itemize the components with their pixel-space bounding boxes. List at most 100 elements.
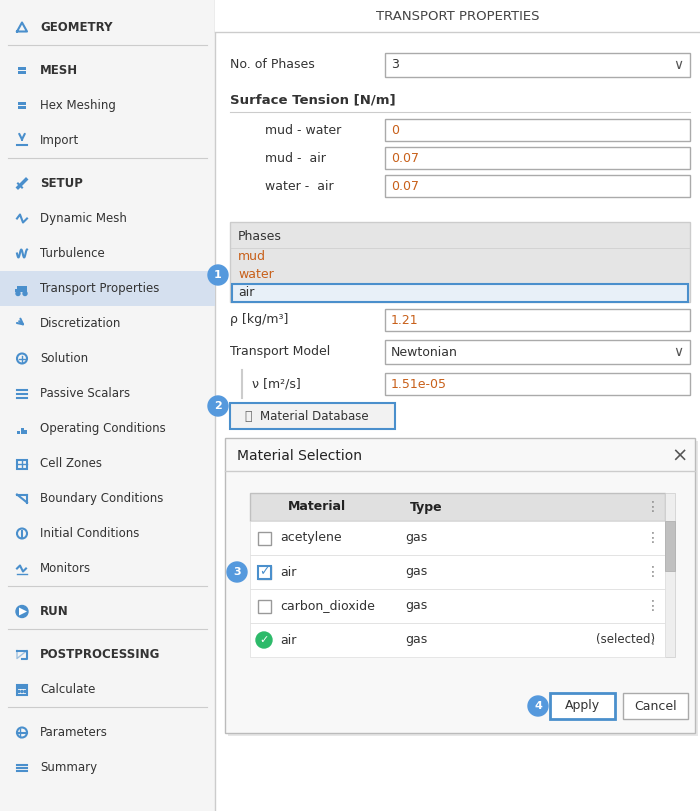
Text: Boundary Conditions: Boundary Conditions xyxy=(40,492,163,505)
Text: ✓: ✓ xyxy=(259,565,270,578)
Text: ⛹: ⛹ xyxy=(244,410,252,423)
Bar xyxy=(258,565,270,578)
Text: MESH: MESH xyxy=(40,64,78,77)
Text: mud: mud xyxy=(238,251,266,264)
Bar xyxy=(230,222,690,302)
Bar xyxy=(385,147,690,169)
Text: RUN: RUN xyxy=(40,605,69,618)
Text: SETUP: SETUP xyxy=(40,177,83,190)
Bar xyxy=(18,105,22,109)
Bar xyxy=(258,565,270,578)
Text: ⋮: ⋮ xyxy=(646,531,660,545)
Bar xyxy=(22,67,25,70)
Text: Operating Conditions: Operating Conditions xyxy=(40,422,166,435)
Text: 4: 4 xyxy=(534,701,542,711)
Bar xyxy=(0,271,215,306)
Text: acetylene: acetylene xyxy=(280,531,342,544)
Text: air: air xyxy=(280,633,296,646)
Text: gas: gas xyxy=(405,531,427,544)
Bar xyxy=(22,105,25,109)
Text: gas: gas xyxy=(405,599,427,612)
Text: Cancel: Cancel xyxy=(634,700,677,713)
Bar xyxy=(665,521,675,571)
Text: ×: × xyxy=(672,447,688,466)
Text: ∨: ∨ xyxy=(673,345,683,359)
Bar xyxy=(230,403,395,429)
Polygon shape xyxy=(19,607,27,616)
Bar xyxy=(18,67,22,70)
Bar xyxy=(250,623,665,657)
Bar xyxy=(250,555,665,589)
Bar xyxy=(665,493,675,657)
Text: Apply: Apply xyxy=(565,700,600,713)
Bar xyxy=(22,101,25,105)
Bar xyxy=(24,430,27,434)
Bar xyxy=(258,531,270,544)
Text: TRANSPORT PROPERTIES: TRANSPORT PROPERTIES xyxy=(376,10,539,23)
Bar xyxy=(15,289,20,291)
Text: 1: 1 xyxy=(214,270,222,280)
Text: Calculate: Calculate xyxy=(40,683,95,696)
Text: Discretization: Discretization xyxy=(40,317,121,330)
Circle shape xyxy=(21,690,23,693)
Bar xyxy=(17,684,27,694)
Text: 1.21: 1.21 xyxy=(391,314,419,327)
Text: ⋮: ⋮ xyxy=(646,565,660,579)
Bar xyxy=(250,589,665,623)
Text: air: air xyxy=(280,565,296,578)
Text: 0.07: 0.07 xyxy=(391,152,419,165)
Text: gas: gas xyxy=(405,565,427,578)
Text: Transport Model: Transport Model xyxy=(230,345,330,358)
Text: carbon_dioxide: carbon_dioxide xyxy=(280,599,375,612)
Text: Surface Tension [N/m]: Surface Tension [N/m] xyxy=(230,93,396,106)
Text: Material: Material xyxy=(288,500,346,513)
Text: Material Selection: Material Selection xyxy=(237,449,362,463)
Circle shape xyxy=(23,291,27,295)
Bar xyxy=(18,71,22,74)
Text: Material Database: Material Database xyxy=(260,410,369,423)
Circle shape xyxy=(227,562,247,582)
Bar xyxy=(0,0,215,811)
Text: ⋮: ⋮ xyxy=(646,500,660,514)
Text: 1.51e-05: 1.51e-05 xyxy=(391,377,447,391)
Bar xyxy=(18,685,26,689)
Bar xyxy=(258,599,270,612)
Text: (selected): (selected) xyxy=(596,633,655,646)
Text: GEOMETRY: GEOMETRY xyxy=(40,21,113,34)
Circle shape xyxy=(208,265,228,285)
Text: ✓: ✓ xyxy=(259,635,269,645)
Text: No. of Phases: No. of Phases xyxy=(230,58,315,71)
Circle shape xyxy=(24,690,26,693)
Circle shape xyxy=(16,291,20,295)
Circle shape xyxy=(16,606,28,617)
Text: POSTPROCESSING: POSTPROCESSING xyxy=(40,648,160,661)
Text: ν [m²/s]: ν [m²/s] xyxy=(252,377,301,391)
Bar xyxy=(550,693,615,719)
Text: mud - water: mud - water xyxy=(265,123,342,136)
Text: ρ [kg/m³]: ρ [kg/m³] xyxy=(230,314,288,327)
Text: ⋮: ⋮ xyxy=(646,599,660,613)
Text: 3: 3 xyxy=(391,58,399,71)
Text: air: air xyxy=(238,286,254,299)
Circle shape xyxy=(256,632,272,648)
Text: Newtonian: Newtonian xyxy=(391,345,458,358)
Bar xyxy=(17,285,27,291)
Bar xyxy=(385,175,690,197)
Text: Transport Properties: Transport Properties xyxy=(40,282,160,295)
Text: Summary: Summary xyxy=(40,761,97,774)
Text: Type: Type xyxy=(410,500,442,513)
Bar xyxy=(623,693,688,719)
Text: ∨: ∨ xyxy=(673,58,683,72)
Text: water -  air: water - air xyxy=(265,179,334,192)
Bar xyxy=(215,0,700,32)
Bar xyxy=(18,101,22,105)
Circle shape xyxy=(528,696,548,716)
Bar xyxy=(385,119,690,141)
Bar xyxy=(250,493,665,521)
Text: Dynamic Mesh: Dynamic Mesh xyxy=(40,212,127,225)
Text: 2: 2 xyxy=(214,401,222,411)
Bar xyxy=(385,309,690,331)
Circle shape xyxy=(18,690,20,693)
Circle shape xyxy=(208,396,228,416)
Text: Cell Zones: Cell Zones xyxy=(40,457,102,470)
